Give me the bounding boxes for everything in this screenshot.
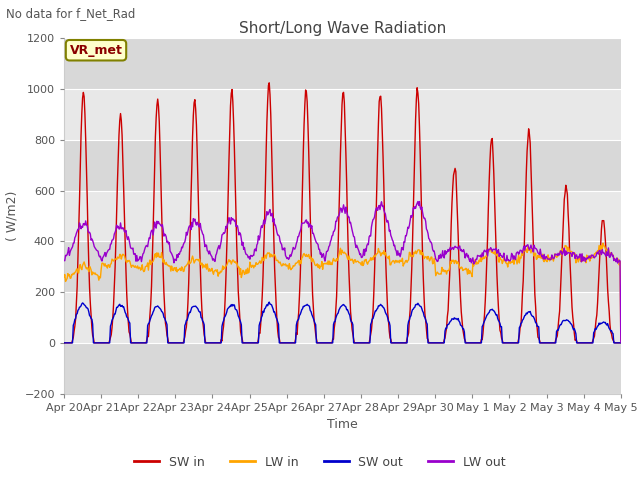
LW in [184,260,192,266]
SW in [184,300,192,306]
SW out [411,304,419,310]
SW in [617,340,625,346]
Bar [64,191,621,241]
SW in [60,340,68,346]
Bar [64,89,621,140]
SW in [428,340,435,346]
Line: SW in: SW in [64,83,621,343]
LW in [410,250,418,255]
Bar [64,140,621,191]
LW out [410,206,418,212]
Y-axis label: ( W/m2): ( W/m2) [6,191,19,241]
SW in [411,140,419,146]
LW out [617,339,625,345]
SW out [266,299,273,305]
Title: Short/Long Wave Radiation: Short/Long Wave Radiation [239,21,446,36]
LW out [60,258,68,264]
LW in [127,264,135,270]
Bar [64,292,621,343]
Text: No data for f_Net_Rad: No data for f_Net_Rad [6,7,136,20]
LW out [415,199,423,204]
LW in [70,271,78,277]
LW out [70,240,78,246]
SW out [60,340,68,346]
Bar [64,343,621,394]
LW in [60,274,68,280]
LW out [428,239,435,245]
Text: VR_met: VR_met [70,44,122,57]
SW out [127,340,135,346]
LW in [599,240,607,246]
Line: LW in: LW in [64,243,621,341]
SW out [428,340,435,346]
SW in [127,340,135,346]
LW in [214,267,221,273]
SW out [184,314,192,320]
SW out [214,340,221,346]
Line: LW out: LW out [64,202,621,342]
Legend: SW in, LW in, SW out, LW out: SW in, LW in, SW out, LW out [129,451,511,474]
SW in [266,80,273,86]
LW in [426,256,434,262]
Bar [64,241,621,292]
SW out [70,320,78,326]
SW out [617,340,625,346]
SW in [70,328,78,334]
Bar [64,38,621,89]
LW out [127,245,135,251]
Line: SW out: SW out [64,302,621,343]
SW in [214,340,221,346]
LW in [617,338,625,344]
LW out [214,247,221,253]
X-axis label: Time: Time [327,418,358,431]
LW out [184,228,192,234]
